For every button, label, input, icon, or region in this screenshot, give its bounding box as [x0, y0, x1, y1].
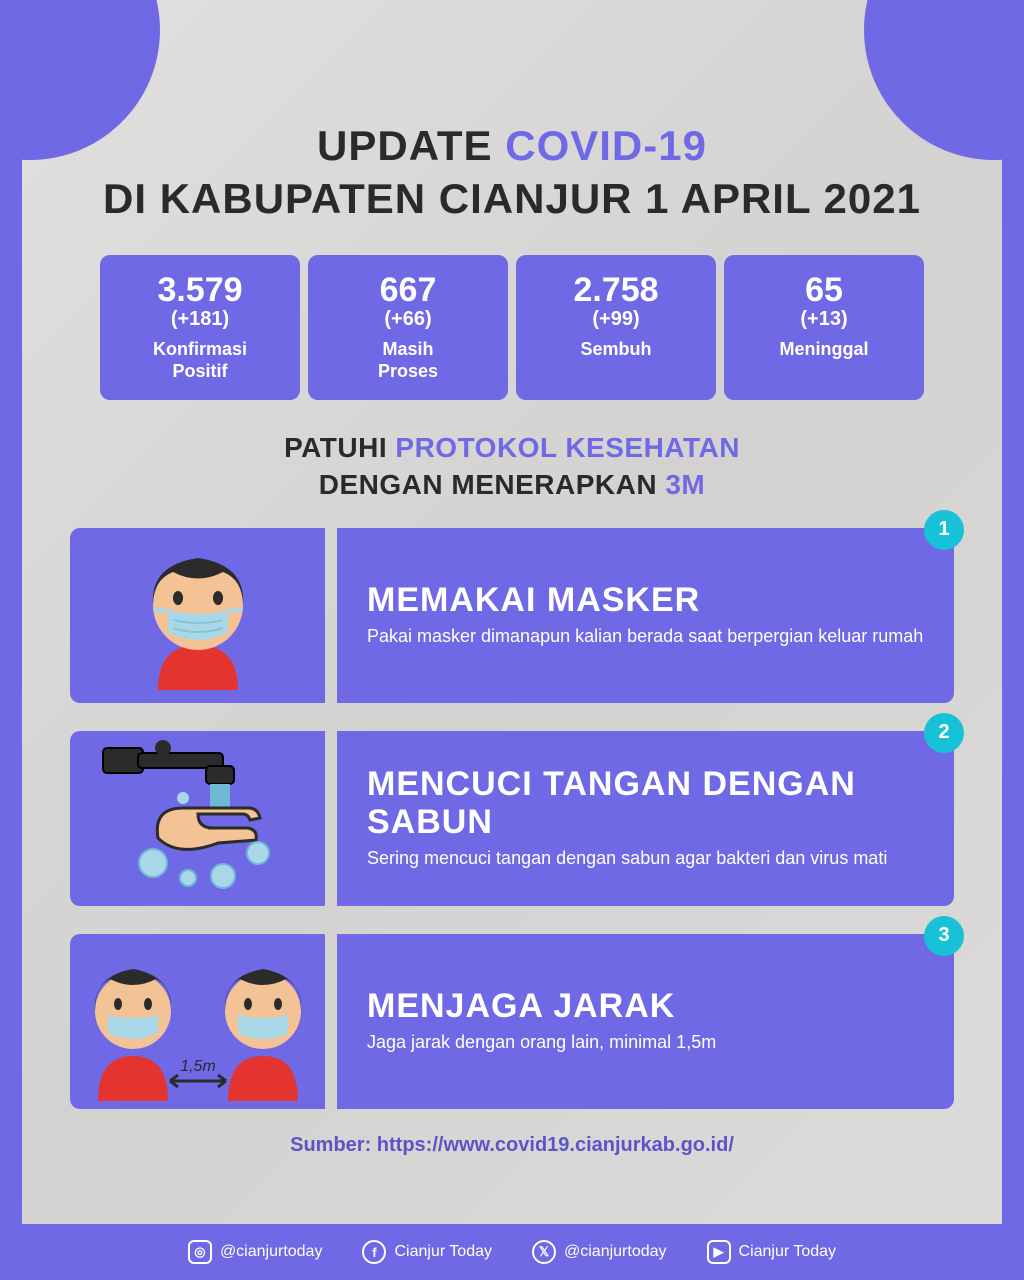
distance-label: 1,5m [180, 1058, 216, 1075]
mask-illustration [128, 540, 268, 690]
protocol-icon-mask [70, 528, 325, 703]
protocol-number-badge: 2 [924, 713, 964, 753]
social-handle: @cianjurtoday [564, 1243, 667, 1261]
instagram-icon: ◎ [188, 1240, 212, 1264]
protocol-number-badge: 1 [924, 510, 964, 550]
stat-card: 2.758 (+99) Sembuh [516, 255, 716, 400]
stat-value: 65 [732, 271, 916, 310]
source-url: https://www.covid19.cianjurkab.go.id/ [377, 1134, 734, 1156]
protocol-text: MENCUCI TANGAN DENGAN SABUN Sering mencu… [337, 731, 954, 906]
protocol-card: 1,5m MENJAGA JARAK Jaga jarak dengan ora… [70, 934, 954, 1109]
social-twitter: 𝕏 @cianjurtoday [532, 1240, 667, 1264]
youtube-icon: ▶ [707, 1240, 731, 1264]
stat-delta: (+99) [524, 308, 708, 331]
protocol-title: MENCUCI TANGAN DENGAN SABUN [367, 766, 924, 841]
protocol-text: MEMAKAI MASKER Pakai masker dimanapun ka… [337, 528, 954, 703]
title-accent: COVID-19 [505, 122, 707, 169]
stat-value: 667 [316, 271, 500, 310]
protocol-desc: Sering mencuci tangan dengan sabun agar … [367, 847, 924, 870]
wash-illustration [98, 738, 298, 898]
protocol-text: MENJAGA JARAK Jaga jarak dengan orang la… [337, 934, 954, 1109]
stat-card: 667 (+66) MasihProses [308, 255, 508, 400]
protocol-desc: Pakai masker dimanapun kalian berada saa… [367, 625, 924, 648]
protocol-title: MENJAGA JARAK [367, 988, 924, 1025]
protocol-icon-wash [70, 731, 325, 906]
stat-label: Sembuh [524, 339, 708, 361]
stat-label: Meninggal [732, 339, 916, 361]
protocol-title: MEMAKAI MASKER [367, 582, 924, 619]
main-title: UPDATE COVID-19 DI KABUPATEN CIANJUR 1 A… [60, 120, 964, 225]
social-facebook: f Cianjur Today [362, 1240, 492, 1264]
stats-row: 3.579 (+181) KonfirmasiPositif 667 (+66)… [100, 255, 924, 400]
stat-value: 2.758 [524, 271, 708, 310]
stat-label: MasihProses [316, 339, 500, 382]
stat-delta: (+13) [732, 308, 916, 331]
stat-card: 65 (+13) Meninggal [724, 255, 924, 400]
protocol-number-badge: 3 [924, 916, 964, 956]
subtitle-prefix: PATUHI [284, 432, 395, 463]
facebook-icon: f [362, 1240, 386, 1264]
stat-delta: (+181) [108, 308, 292, 331]
protocol-icon-distance: 1,5m [70, 934, 325, 1109]
protocol-card: MEMAKAI MASKER Pakai masker dimanapun ka… [70, 528, 954, 703]
social-youtube: ▶ Cianjur Today [707, 1240, 837, 1264]
distance-illustration: 1,5m [78, 941, 318, 1101]
social-handle: Cianjur Today [739, 1243, 837, 1261]
source-prefix: Sumber: [290, 1134, 377, 1156]
stat-value: 3.579 [108, 271, 292, 310]
social-instagram: ◎ @cianjurtoday [188, 1240, 323, 1264]
protocol-desc: Jaga jarak dengan orang lain, minimal 1,… [367, 1031, 924, 1054]
stat-delta: (+66) [316, 308, 500, 331]
subtitle-line2-accent: 3M [665, 469, 705, 500]
stat-label: KonfirmasiPositif [108, 339, 292, 382]
social-handle: Cianjur Today [394, 1243, 492, 1261]
social-handle: @cianjurtoday [220, 1243, 323, 1261]
subtitle-line2-prefix: DENGAN MENERAPKAN [319, 469, 666, 500]
subtitle: PATUHI PROTOKOL KESEHATAN DENGAN MENERAP… [60, 430, 964, 503]
subtitle-accent: PROTOKOL KESEHATAN [395, 432, 740, 463]
title-line2: DI KABUPATEN CIANJUR 1 APRIL 2021 [103, 175, 921, 222]
footer-socials: ◎ @cianjurtoday f Cianjur Today 𝕏 @cianj… [0, 1224, 1024, 1280]
stat-card: 3.579 (+181) KonfirmasiPositif [100, 255, 300, 400]
twitter-icon: 𝕏 [532, 1240, 556, 1264]
protocol-card: MENCUCI TANGAN DENGAN SABUN Sering mencu… [70, 731, 954, 906]
title-prefix: UPDATE [317, 122, 505, 169]
source-line: Sumber: https://www.covid19.cianjurkab.g… [60, 1134, 964, 1157]
protocols-list: MEMAKAI MASKER Pakai masker dimanapun ka… [70, 528, 954, 1109]
